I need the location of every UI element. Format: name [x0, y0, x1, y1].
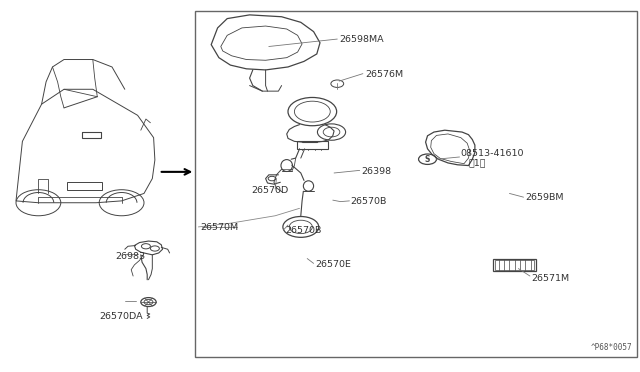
Text: 2659BM: 2659BM	[525, 193, 563, 202]
Bar	[493, 259, 536, 271]
Text: 26598MA: 26598MA	[339, 35, 384, 44]
Bar	[195, 11, 637, 357]
Bar	[67, 182, 102, 190]
Text: 26570B: 26570B	[351, 197, 387, 206]
Text: 26570DA: 26570DA	[99, 312, 143, 321]
Text: 26570B: 26570B	[285, 226, 321, 235]
Text: 26570E: 26570E	[315, 260, 351, 269]
Bar	[495, 260, 534, 270]
Text: S: S	[425, 155, 430, 164]
Text: 26570M: 26570M	[200, 223, 239, 232]
Text: ^P68*0057: ^P68*0057	[591, 343, 632, 352]
Text: 26576M: 26576M	[365, 70, 403, 79]
Bar	[297, 141, 328, 149]
Text: （1）: （1）	[468, 158, 486, 167]
Bar	[82, 132, 101, 138]
Text: 08513-41610: 08513-41610	[461, 149, 524, 158]
Text: 26398: 26398	[362, 167, 392, 176]
Text: 26571M: 26571M	[531, 274, 570, 283]
Text: 26570D: 26570D	[251, 186, 288, 195]
Text: 26983: 26983	[115, 252, 145, 261]
